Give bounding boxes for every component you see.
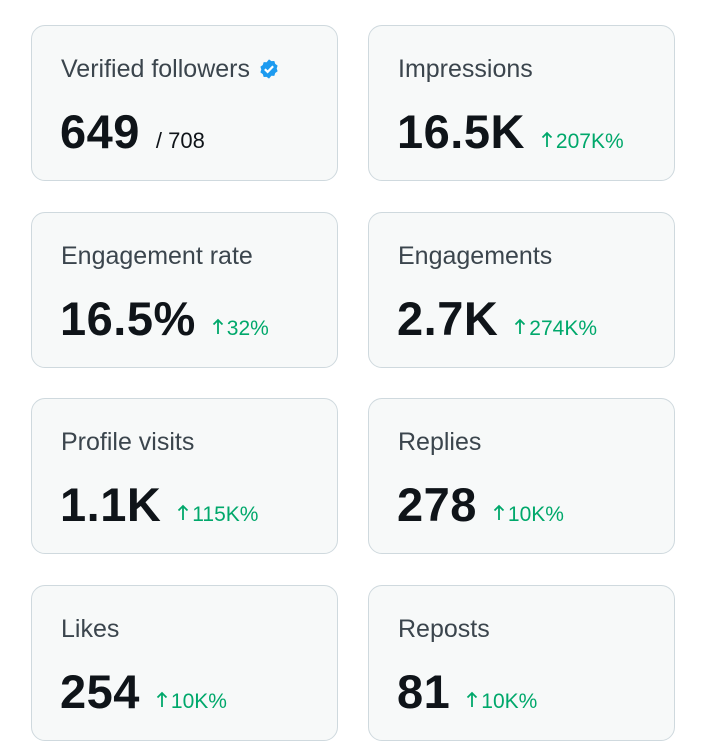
up-arrow <box>212 318 223 334</box>
up-arrow <box>493 504 505 520</box>
card-total: / 708 <box>155 128 205 153</box>
change-text: 10K% <box>507 503 564 526</box>
up-arrow <box>178 504 189 520</box>
card-value: 278 <box>397 478 477 531</box>
card-value: 1.1K <box>60 478 162 531</box>
card-change: 115K% <box>177 503 258 527</box>
stat-card: Engagement rate 16.5% 32% <box>31 212 338 368</box>
card-label: Likes <box>61 615 120 643</box>
card-value: 81 <box>397 665 451 718</box>
stat-card: Replies 278 10K% <box>368 398 675 554</box>
card-label: Reposts <box>398 615 490 643</box>
card-change: 207K% <box>541 130 624 154</box>
stat-card: Impressions 16.5K 207K% <box>368 25 675 181</box>
card-change: 10K% <box>466 690 537 714</box>
card-change: 10K% <box>156 690 227 714</box>
stat-card: Verified followers 649 / 708 <box>31 25 338 181</box>
card-value: 16.5% <box>60 292 196 345</box>
up-arrow <box>156 691 168 707</box>
change-text: 10K% <box>481 690 538 713</box>
card-label: Impressions <box>398 55 533 83</box>
stat-card: Profile visits 1.1K 115K% <box>31 398 338 554</box>
card-value: 254 <box>60 665 140 718</box>
change-text: 10K% <box>170 690 227 713</box>
stat-card: Likes 254 10K% <box>31 585 338 741</box>
up-arrow <box>515 318 526 334</box>
change-text: 32% <box>226 317 269 340</box>
change-text: 115K% <box>192 503 259 526</box>
up-arrow <box>467 691 478 707</box>
card-label: Engagements <box>398 242 553 270</box>
change-text: 207K% <box>555 130 624 153</box>
card-label: Replies <box>398 428 482 456</box>
card-change: 32% <box>212 317 269 341</box>
verified-badge <box>260 59 278 79</box>
card-value: 649 <box>60 105 140 158</box>
card-value: 2.7K <box>397 292 499 345</box>
stat-card: Reposts 81 10K% <box>368 585 675 741</box>
card-value: 16.5K <box>397 105 525 158</box>
card-label: Verified followers <box>61 55 250 83</box>
change-text: 274K% <box>529 317 597 340</box>
card-label: Profile visits <box>61 428 195 456</box>
up-arrow <box>541 131 553 147</box>
card-change: 10K% <box>493 503 564 527</box>
card-label: Engagement rate <box>61 242 253 270</box>
card-change: 274K% <box>514 317 597 341</box>
stat-card: Engagements 2.7K 274K% <box>368 212 675 368</box>
